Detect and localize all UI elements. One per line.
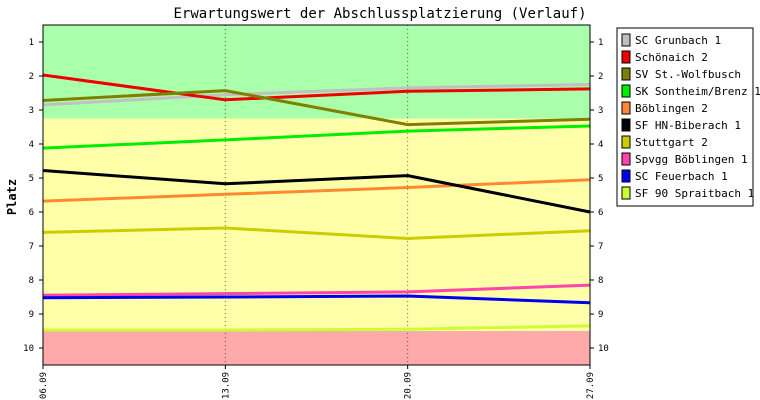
y-tick-label-left: 6 <box>29 208 34 218</box>
legend-swatch <box>621 135 631 149</box>
y-tick-label-right: 1 <box>598 38 603 48</box>
axes: 1 1 2 2 3 3 4 4 5 5 6 6 7 7 8 8 9 9 10 10 06.09 13.09 20.09 27.… <box>23 24 609 399</box>
legend-entry: SK Sontheim/Brenz 1 <box>635 85 760 98</box>
chart-title: Erwartungswert der Abschlussplatzierung … <box>173 6 586 22</box>
series-line-sf-hn-biberach-1 <box>42 169 591 214</box>
legend-entry: SC Feuerbach 1 <box>635 170 728 183</box>
legend-entry: SF 90 Spraitbach 1 <box>635 187 754 200</box>
zone-band-3 <box>43 331 590 365</box>
zone-band-1 <box>43 25 590 119</box>
legend-entry: Stuttgart 2 <box>635 136 708 149</box>
legend-swatch <box>621 118 631 132</box>
x-tick-label: 13.09 <box>221 372 231 399</box>
y-tick-label-left: 9 <box>29 310 34 320</box>
series-line-sf-90-spraitbach-1 <box>43 324 591 332</box>
grid <box>224 25 409 365</box>
legend-entry: SC Grunbach 1 <box>635 34 721 47</box>
y-tick-label-left: 8 <box>29 276 34 286</box>
y-tick-label-right: 10 <box>598 344 609 354</box>
y-tick-label-right: 6 <box>598 208 603 218</box>
x-tick-label: 06.09 <box>39 372 49 399</box>
series-line-spvgg-b-blingen-1 <box>42 283 591 297</box>
legend-entry: SF HN-Biberach 1 <box>635 119 741 132</box>
series-line-sc-grunbach-1 <box>42 83 591 107</box>
y-tick-label-right: 2 <box>598 72 603 82</box>
series-line-stuttgart-2 <box>42 226 591 240</box>
legend-swatch <box>621 101 631 115</box>
y-tick-label-left: 7 <box>29 242 34 252</box>
legend-entry: Spvgg Böblingen 1 <box>635 153 748 166</box>
series-line-b-blingen-2 <box>42 178 591 203</box>
legend-swatch <box>621 152 631 166</box>
x-tick-label: 27.09 <box>586 372 596 399</box>
legend-entry: Böblingen 2 <box>635 102 708 115</box>
series-line-sch-naich-2 <box>42 73 591 102</box>
y-axis-label: Platz <box>5 179 19 215</box>
series-line-sk-sontheim-brenz-1 <box>42 124 591 150</box>
legend-swatch <box>621 33 631 47</box>
y-tick-label-left: 5 <box>29 174 34 184</box>
series-line-sv-st-wolfbusch <box>42 89 591 127</box>
legend-swatch <box>621 186 631 200</box>
legend: SC Grunbach 1 Schönaich 2 SV St.-Wolfbusch… <box>616 27 760 207</box>
series-lines <box>42 73 591 332</box>
legend-entry: SV St.-Wolfbusch <box>635 68 741 81</box>
legend-box <box>616 27 754 207</box>
legend-swatch <box>621 169 631 183</box>
y-tick-label-left: 1 <box>29 38 34 48</box>
y-tick-label-left: 4 <box>29 140 34 150</box>
y-tick-label-right: 8 <box>598 276 603 286</box>
y-tick-label-left: 10 <box>23 344 34 354</box>
legend-entry: Schönaich 2 <box>635 51 708 64</box>
plot-frame <box>42 24 591 366</box>
y-tick-label-right: 9 <box>598 310 603 320</box>
x-tick-label: 20.09 <box>404 372 414 399</box>
y-tick-label-left: 2 <box>29 72 34 82</box>
series-line-sc-feuerbach-1 <box>42 294 591 305</box>
y-tick-label-right: 7 <box>598 242 603 252</box>
y-tick-label-right: 3 <box>598 106 603 116</box>
legend-swatch <box>621 67 631 81</box>
y-tick-label-right: 5 <box>598 174 603 184</box>
legend-swatch <box>621 84 631 98</box>
y-tick-label-right: 4 <box>598 140 603 150</box>
legend-swatch <box>621 50 631 64</box>
y-tick-label-left: 3 <box>29 106 34 116</box>
